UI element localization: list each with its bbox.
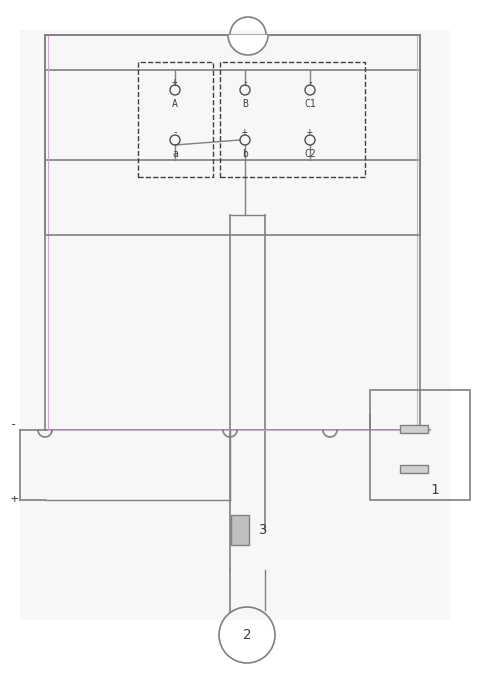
Text: +: + <box>10 493 17 507</box>
Bar <box>370 390 470 500</box>
Text: 1: 1 <box>431 483 439 497</box>
Text: A: A <box>172 99 178 109</box>
Text: -: - <box>242 77 248 87</box>
Bar <box>45 35 420 235</box>
Text: C1: C1 <box>304 99 316 109</box>
Text: -: - <box>10 418 17 432</box>
Bar <box>20 30 450 620</box>
Text: 3: 3 <box>258 523 266 537</box>
Text: -: - <box>172 127 178 137</box>
Text: 2: 2 <box>243 628 251 642</box>
Text: +: + <box>307 127 313 137</box>
Bar <box>231 515 249 545</box>
Text: C2: C2 <box>304 149 316 159</box>
Text: +: + <box>242 127 248 137</box>
Bar <box>138 62 213 177</box>
Text: b: b <box>242 149 248 159</box>
Text: -: - <box>307 77 313 87</box>
Text: B: B <box>242 99 248 109</box>
Bar <box>220 62 365 177</box>
Bar <box>400 425 428 433</box>
Text: +: + <box>172 77 178 87</box>
Bar <box>400 465 428 473</box>
Text: a: a <box>172 149 178 159</box>
